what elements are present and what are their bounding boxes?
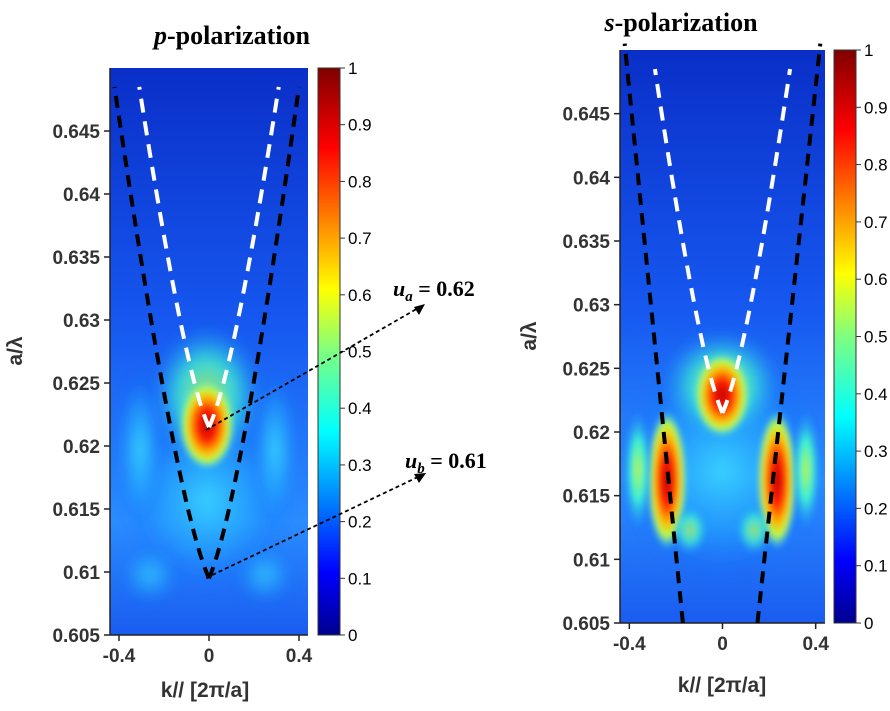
y-tick-label: 0.625 [52, 374, 100, 395]
colorbar-tick-label: 0.8 [864, 156, 888, 175]
y-tick-label: 0.61 [63, 563, 100, 584]
black-dashed-curve [112, 86, 211, 580]
colorbar-tick-label: 0.3 [864, 442, 888, 461]
x-tick-label: 0.4 [286, 646, 313, 667]
right-heatmap [619, 50, 825, 624]
left-dispersion-curves [112, 86, 301, 580]
annotation-ub-label: ub = 0.61 [405, 448, 487, 477]
right-colorbar [833, 49, 857, 624]
colorbar-tick-label: 0.5 [348, 343, 372, 362]
right-y-axis-label: a/λ [518, 321, 541, 351]
y-tick-label: 0.605 [52, 626, 100, 647]
annotation-ua-label: ua = 0.62 [393, 276, 475, 305]
annotation-ub-arrow [205, 475, 421, 579]
right-x-axis-ticks: -0.4 0 0.4 [613, 623, 829, 655]
x-tick-label: 0 [204, 646, 215, 667]
annotation-ub-arrowhead [414, 473, 426, 483]
right-panel-title: s-polarization [603, 8, 758, 37]
right-x-axis-label: k// [2π/a] [678, 674, 766, 697]
y-tick-label: 0.635 [52, 248, 100, 269]
y-tick-label: 0.61 [573, 550, 610, 571]
annotation-ua-arrowhead [414, 304, 425, 315]
y-tick-label: 0.62 [63, 437, 100, 458]
black-dashed-curve [622, 43, 685, 624]
colorbar-tick-label: 0.3 [348, 456, 372, 475]
y-tick-label: 0.64 [63, 185, 100, 206]
black-dashed-curve [207, 86, 301, 580]
colorbar-tick-label: 0.9 [864, 98, 888, 117]
colorbar-tick-label: 1 [864, 41, 873, 60]
annotation-ua-arrow [205, 306, 421, 431]
y-tick-label: 0.615 [562, 487, 610, 508]
left-panel-title: p-polarization [152, 21, 311, 50]
x-tick-label: 0 [717, 634, 728, 655]
colorbar-tick-label: 0.7 [348, 229, 372, 248]
y-tick-label: 0.605 [562, 614, 610, 635]
colorbar-tick-label: 0.1 [864, 557, 888, 576]
colorbar-tick-label: 0.6 [864, 270, 888, 289]
x-tick-label: -0.4 [103, 646, 136, 667]
white-dashed-curve [652, 68, 725, 414]
colorbar-tick-label: 0 [864, 614, 873, 633]
left-x-axis-label: k// [2π/a] [161, 679, 249, 702]
left-colorbar [317, 67, 341, 636]
y-tick-label: 0.635 [562, 232, 610, 253]
colorbar-tick-label: 0.2 [864, 499, 888, 518]
black-dashed-curve [755, 43, 823, 624]
colorbar-tick-label: 0.7 [864, 213, 888, 232]
colorbar-tick-label: 0.2 [348, 513, 372, 532]
colorbar-tick-label: 0 [348, 626, 357, 645]
right-colorbar-ticks: 0 0.1 0.2 0.3 0.4 0.5 0.6 0.7 0.8 0.9 1 [856, 41, 888, 633]
colorbar-tick-label: 0.6 [348, 286, 372, 305]
annotation-ub: ub = 0.61 [205, 448, 487, 579]
y-tick-label: 0.645 [562, 105, 610, 126]
colorbar-tick-label: 0.9 [348, 116, 372, 135]
right-y-axis-ticks: 0.605 0.61 0.615 0.62 0.625 0.63 0.635 0.64 0.64… [562, 105, 620, 635]
x-tick-label: -0.4 [613, 634, 646, 655]
y-tick-label: 0.615 [52, 500, 100, 521]
left-colorbar-ticks: 0 0.1 0.2 0.3 0.4 0.5 0.6 0.7 0.8 0.9 1 [340, 59, 372, 645]
colorbar-tick-label: 0.8 [348, 172, 372, 191]
colorbar-tick-label: 0.4 [864, 385, 888, 404]
right-dispersion-curves [622, 43, 823, 624]
y-tick-label: 0.63 [573, 296, 610, 317]
y-tick-label: 0.62 [573, 423, 610, 444]
y-tick-label: 0.625 [562, 359, 610, 380]
y-tick-label: 0.64 [573, 168, 610, 189]
colorbar-tick-label: 0.1 [348, 569, 372, 588]
y-tick-label: 0.63 [63, 311, 100, 332]
y-tick-label: 0.645 [52, 122, 100, 143]
colorbar-tick-label: 0.5 [864, 328, 888, 347]
left-x-axis-ticks: -0.4 0 0.4 [103, 635, 313, 667]
colorbar-tick-label: 1 [348, 59, 357, 78]
left-y-axis-label: a/λ [4, 336, 27, 366]
white-dashed-curve [720, 68, 793, 414]
left-heatmap [109, 68, 308, 636]
colorbar-tick-label: 0.4 [348, 399, 372, 418]
left-y-axis-ticks: 0.605 0.61 0.615 0.62 0.625 0.63 0.635 0.64 0.64… [52, 122, 110, 647]
annotation-ua: ua = 0.62 [205, 276, 475, 431]
x-tick-label: 0.4 [802, 634, 829, 655]
